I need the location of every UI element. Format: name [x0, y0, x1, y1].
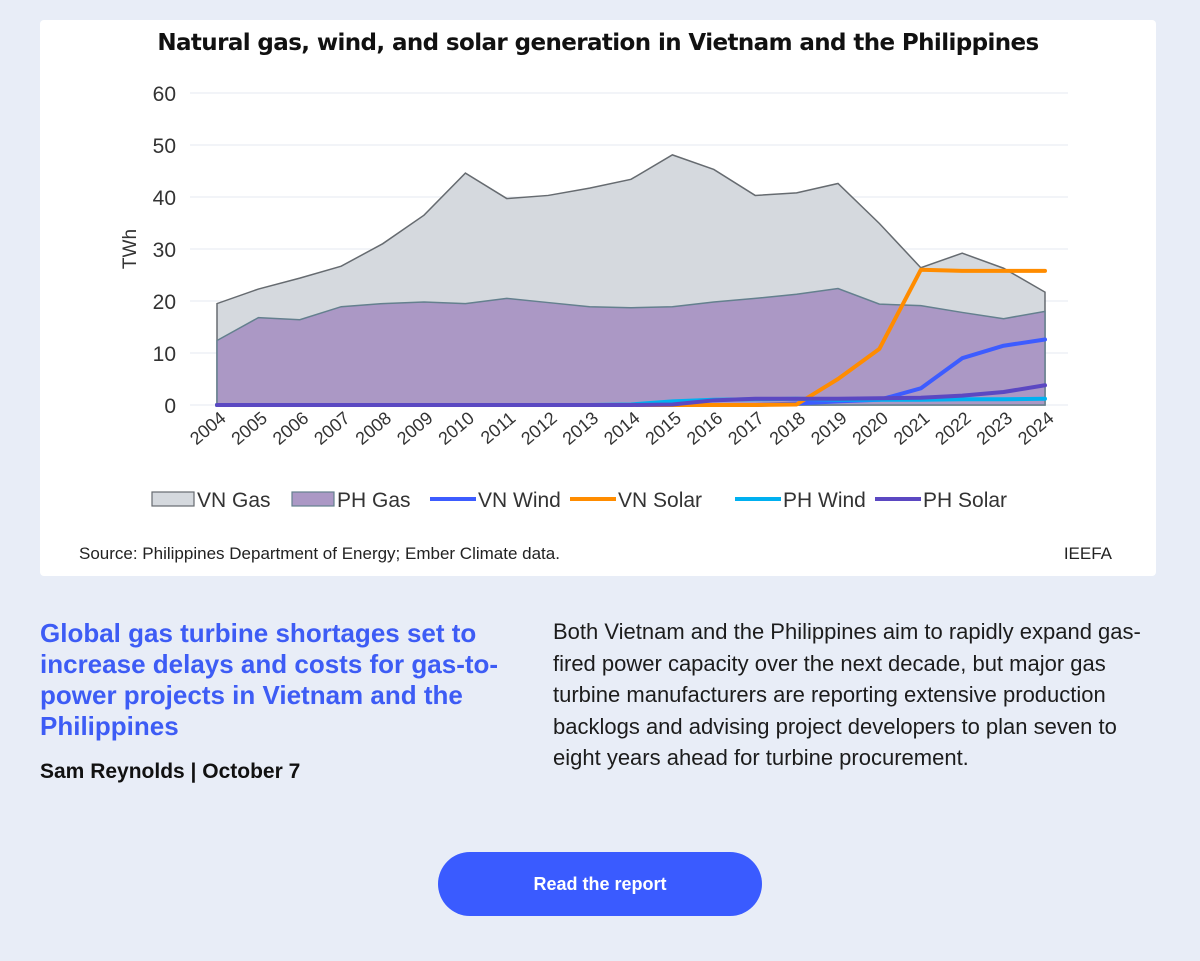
chart-card: Natural gas, wind, and solar generation … — [40, 20, 1156, 576]
x-tick-label: 2017 — [724, 408, 768, 449]
article-summary: Both Vietnam and the Philippines aim to … — [553, 619, 1141, 770]
x-tick-label: 2021 — [890, 408, 934, 449]
vn-wind-legend-label: VN Wind — [478, 489, 561, 512]
x-tick-label: 2014 — [600, 408, 644, 449]
y-axis-label: TWh — [120, 229, 141, 269]
ph-gas-area — [216, 287, 1046, 406]
article-byline: Sam Reynolds | October 7 — [40, 760, 301, 783]
y-tick-label: 40 — [153, 187, 176, 210]
x-tick-label: 2019 — [807, 408, 851, 449]
x-tick-label: 2015 — [641, 408, 685, 449]
x-tick-label: 2024 — [1014, 408, 1058, 449]
y-tick-label: 50 — [153, 135, 176, 158]
x-tick-label: 2016 — [683, 408, 727, 449]
y-tick-label: 60 — [153, 83, 176, 106]
chart-title: Natural gas, wind, and solar generation … — [157, 30, 1039, 56]
y-tick-label: 20 — [153, 291, 176, 314]
ph-gas-legend-label: PH Gas — [337, 489, 411, 512]
chart: 0 10 20 30 40 50 60 TWh 200420052006200720082009… — [120, 83, 1068, 512]
ph-solar-legend-label: PH Solar — [923, 489, 1007, 512]
x-tick-label: 2022 — [931, 408, 975, 449]
chart-source: Source: Philippines Department of Energy… — [79, 544, 560, 563]
vn-solar-legend-label: VN Solar — [618, 489, 702, 512]
y-tick-label: 0 — [164, 395, 176, 418]
x-tick-label: 2004 — [186, 408, 230, 449]
x-tick-label: 2020 — [848, 408, 892, 449]
x-tick-label: 2006 — [269, 408, 313, 449]
x-tick-label: 2010 — [434, 408, 478, 449]
read-report-button[interactable]: Read the report — [438, 852, 762, 916]
x-tick-label: 2008 — [352, 408, 396, 449]
vn-gas-legend-label: VN Gas — [197, 489, 271, 512]
ph-gas-legend-swatch — [291, 491, 335, 507]
y-tick-label: 10 — [153, 343, 176, 366]
y-tick-label: 30 — [153, 239, 176, 262]
x-tick-label: 2005 — [227, 408, 271, 449]
x-tick-label: 2018 — [766, 408, 810, 449]
x-tick-label: 2023 — [973, 408, 1017, 449]
article-headline-link[interactable]: Global gas turbine shortages set to incr… — [40, 618, 499, 741]
x-tick-label: 2012 — [517, 408, 561, 449]
vn-gas-legend-swatch — [151, 491, 195, 507]
brand-label: IEEFA — [1063, 544, 1112, 563]
ph-wind-legend-label: PH Wind — [783, 489, 866, 512]
x-tick-label: 2013 — [559, 408, 603, 449]
x-tick-label: 2011 — [477, 408, 520, 448]
x-tick-label: 2009 — [393, 408, 437, 449]
x-tick-label: 2007 — [310, 408, 354, 449]
